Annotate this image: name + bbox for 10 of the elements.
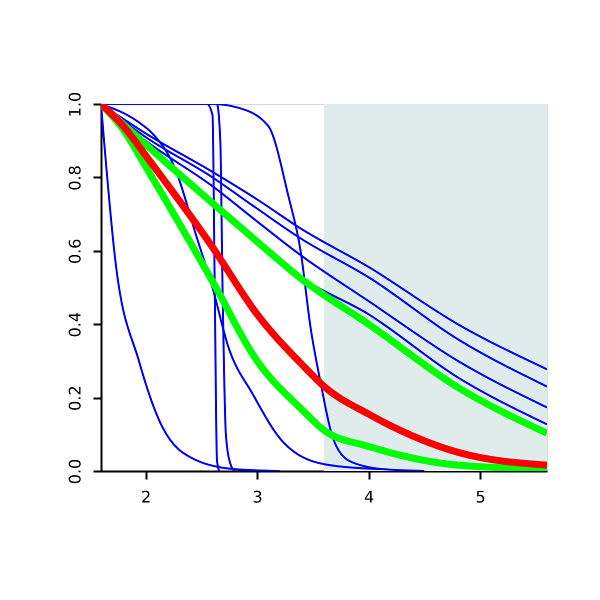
- y-tick-label: 0.4: [66, 312, 84, 338]
- y-tick-label: 0.2: [66, 385, 84, 411]
- y-tick-label: 0.6: [66, 238, 84, 264]
- x-tick-label: 5: [476, 488, 486, 506]
- y-tick-label: 0.0: [66, 458, 84, 484]
- y-tick-label: 0.8: [66, 165, 84, 191]
- y-tick-label: 1.0: [66, 92, 84, 118]
- x-tick-label: 4: [364, 488, 374, 506]
- x-tick-label: 2: [141, 488, 152, 506]
- x-tick-label: 3: [252, 488, 263, 506]
